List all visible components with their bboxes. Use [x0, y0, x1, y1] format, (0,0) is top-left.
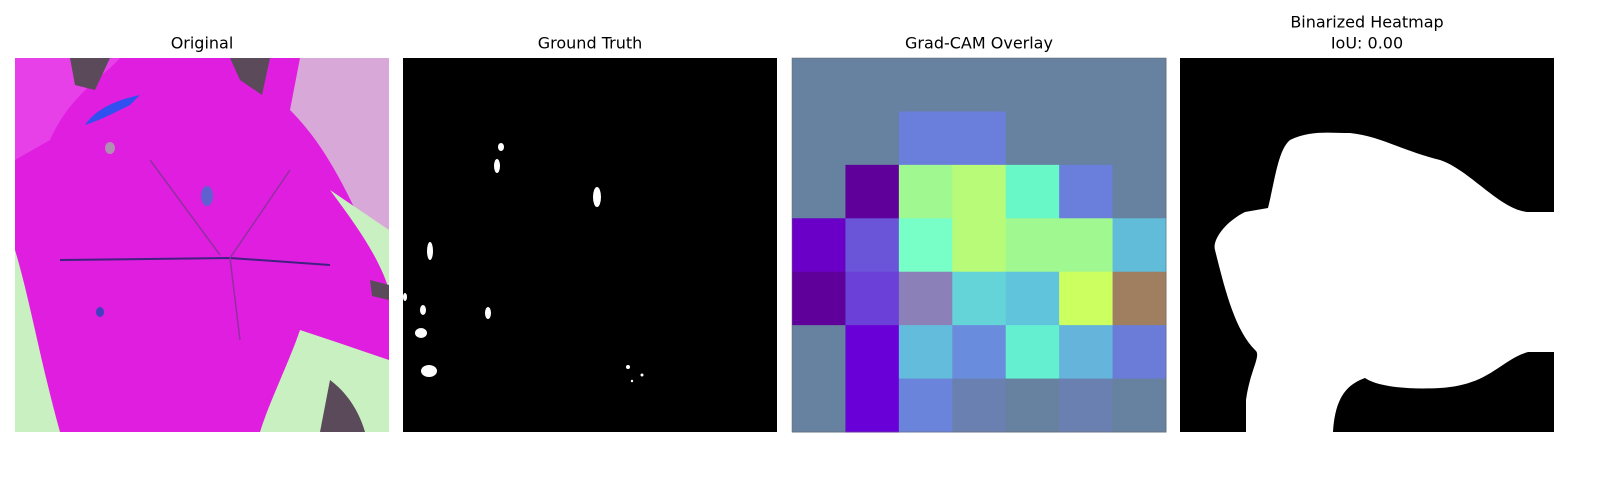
heatmap-cell	[1059, 58, 1114, 112]
heatmap-cell	[1112, 325, 1167, 380]
heatmap-cell	[952, 271, 1007, 326]
heatmap-cell	[952, 111, 1007, 166]
heatmap-cell	[1059, 164, 1114, 219]
heatmap-cell	[898, 58, 953, 112]
heatmap-cell	[1005, 271, 1060, 326]
heatmap-cell	[1005, 164, 1060, 219]
heatmap-cell	[1112, 58, 1167, 112]
heatmap-cell	[792, 378, 846, 433]
panel-title: Ground Truth	[538, 34, 643, 53]
ground-truth-image	[403, 58, 777, 432]
heatmap-cell	[952, 58, 1007, 112]
panel-title: Grad-CAM Overlay	[905, 34, 1053, 53]
image-border	[791, 57, 1167, 433]
heatmap-cell	[792, 325, 846, 380]
heatmap-cell	[845, 164, 900, 219]
heatmap-cell	[952, 325, 1007, 380]
binarized-heatmap-image	[1180, 58, 1554, 432]
heatmap-cell	[845, 325, 900, 380]
heatmap-cell	[1112, 111, 1167, 166]
heatmap-cell	[1112, 271, 1167, 326]
heatmap-cell	[1059, 218, 1114, 273]
heatmap-cell	[898, 271, 953, 326]
panel-title: Binarized Heatmap	[1290, 13, 1443, 32]
heatmap-cell	[898, 325, 953, 380]
heatmap-cell	[1005, 325, 1060, 380]
heatmap-cell	[1112, 164, 1167, 219]
heatmap-cell	[952, 378, 1007, 433]
heatmap-cell	[952, 164, 1007, 219]
panel-subtitle: IoU: 0.00	[1331, 34, 1403, 53]
heatmap-cell	[898, 111, 953, 166]
original-image	[15, 58, 389, 432]
heatmap-cell	[1005, 58, 1060, 112]
heatmap-cell	[1059, 378, 1114, 433]
heatmap-cell	[792, 218, 846, 273]
heatmap-cell	[1112, 218, 1167, 273]
heatmap-cell	[952, 218, 1007, 273]
heatmap-cell	[792, 164, 846, 219]
heatmap-cell	[1005, 378, 1060, 433]
heatmap-cell	[845, 58, 900, 112]
heatmap-cell	[792, 111, 846, 166]
heatmap-cell	[1059, 111, 1114, 166]
heatmap-cell	[1005, 111, 1060, 166]
heatmap-cell	[845, 111, 900, 166]
heatmap-cell	[1059, 271, 1114, 326]
heatmap-cell	[898, 164, 953, 219]
heatmap-cell	[792, 58, 846, 112]
heatmap-cell	[845, 378, 900, 433]
panel-title: Original	[171, 34, 234, 53]
gradcam-image	[792, 58, 1167, 433]
heatmap-cell	[845, 218, 900, 273]
heatmap-cell	[1059, 325, 1114, 380]
heatmap-cell	[1112, 378, 1167, 433]
heatmap-cell	[792, 271, 846, 326]
heatmap-cell	[1005, 218, 1060, 273]
heatmap-cell	[845, 271, 900, 326]
heatmap-cell	[898, 378, 953, 433]
heatmap-cell	[898, 218, 953, 273]
